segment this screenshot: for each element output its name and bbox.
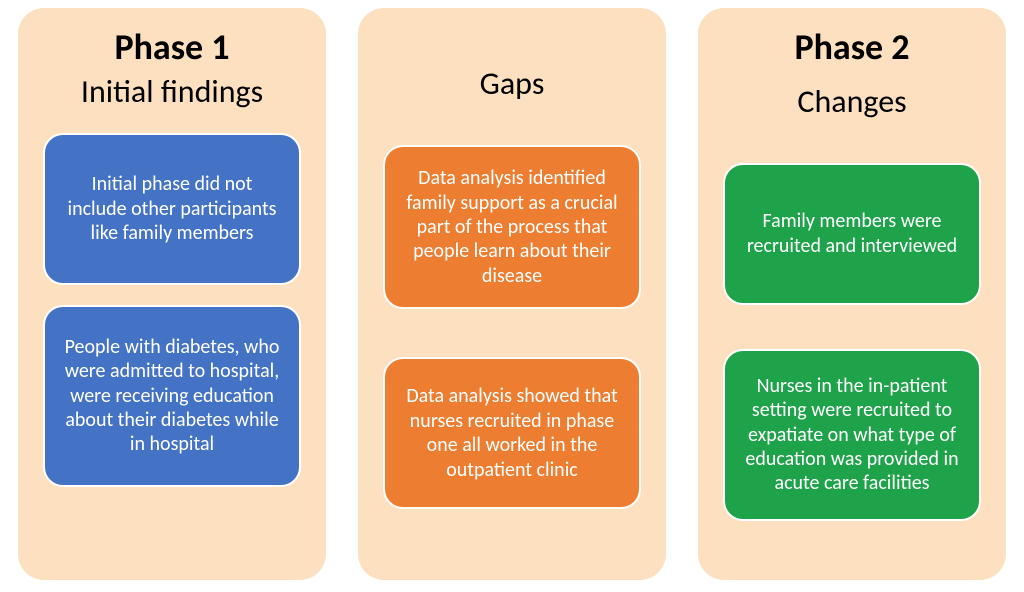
card: Family members were recruited and interv… [723, 163, 981, 305]
card: Initial phase did not include other part… [43, 133, 301, 285]
card: Data analysis showed that nurses recruit… [383, 357, 641, 509]
card: People with diabetes, who were admitted … [43, 305, 301, 487]
card: Nurses in the in-patient setting were re… [723, 349, 981, 521]
panel-title: Phase 1 [114, 28, 229, 68]
panel-subtitle: Gaps [480, 66, 545, 101]
card: Data analysis identified family support … [383, 145, 641, 309]
panel-subtitle: Initial findings [81, 74, 263, 109]
panel-title: Phase 2 [794, 28, 909, 68]
panel-phase2: Phase 2 Changes Family members were recr… [698, 8, 1006, 580]
panel-subtitle: Changes [797, 84, 906, 119]
panel-phase1: Phase 1 Initial findings Initial phase d… [18, 8, 326, 580]
panel-gaps: Gaps Data analysis identified family sup… [358, 8, 666, 580]
